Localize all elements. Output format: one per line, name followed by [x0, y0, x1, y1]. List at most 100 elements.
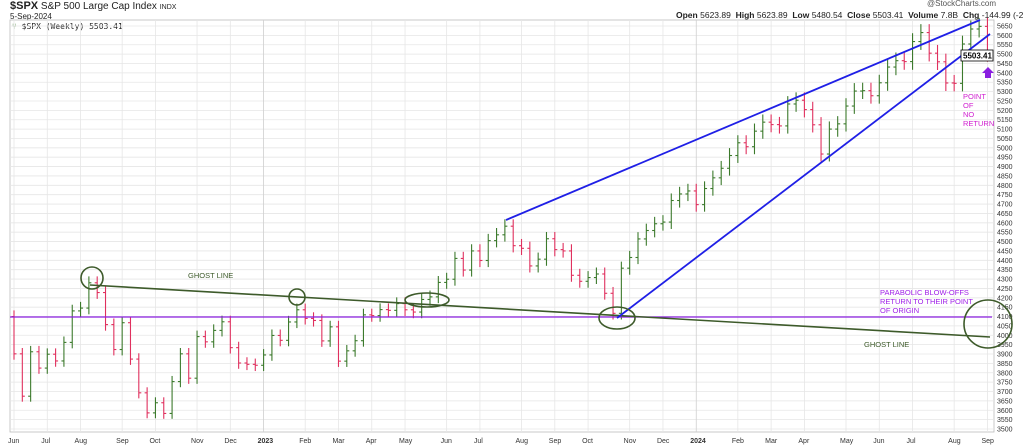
ohlc-bar: [44, 348, 50, 374]
series-legend: ⑂ $SPX (Weekly) 5503.41: [12, 22, 123, 32]
ohlc-bar: [785, 96, 791, 134]
y-tick-label: 3650: [997, 398, 1013, 405]
ohlc-bar: [485, 233, 491, 268]
ohlc-bar: [419, 293, 425, 319]
y-tick-label: 4700: [997, 202, 1013, 209]
ohlc-bar: [768, 114, 774, 133]
ohlc-bar: [710, 170, 716, 196]
ohlc-bar: [219, 315, 225, 337]
ohlc-bar: [494, 228, 500, 248]
ohlc-bar: [835, 116, 841, 137]
ohlc-bar: [968, 20, 974, 53]
ohlc-bar: [826, 121, 832, 162]
y-tick-label: 5000: [997, 145, 1013, 152]
ohlc-bar: [352, 334, 358, 357]
highlight-circle: [80, 266, 104, 290]
y-tick-label: 4400: [997, 258, 1013, 265]
ohlc-bar: [926, 24, 932, 62]
ohlc-bar: [702, 181, 708, 212]
ghost-line-label: GHOST LINE: [188, 271, 233, 280]
ohlc-bar: [86, 276, 92, 315]
ohlc-bar: [177, 347, 183, 388]
ohlc-bar: [369, 308, 375, 322]
ohlc-bar: [311, 312, 317, 327]
ohlc-bar: [627, 250, 633, 275]
ohlc-bar: [652, 216, 658, 238]
y-tick-label: 4450: [997, 248, 1013, 255]
y-tick-label: 5450: [997, 61, 1013, 68]
x-tick-label: Feb: [732, 438, 744, 445]
ghost-line-label: GHOST LINE: [864, 340, 909, 349]
ghost-trendline: [89, 284, 991, 338]
ohlc-bar: [28, 345, 34, 402]
x-tick-label: Feb: [299, 438, 311, 445]
x-tick-label: Sep: [549, 438, 562, 445]
parabolic-note: PARABOLIC BLOW-OFFS: [880, 288, 969, 297]
x-tick-label: Jun: [441, 438, 452, 445]
ohlc-bar: [535, 252, 541, 273]
ohlc-bar: [860, 82, 866, 99]
highlight-ellipse: [598, 306, 636, 330]
ohlc-bar: [186, 347, 192, 384]
x-tick-label: Jun: [873, 438, 884, 445]
y-tick-label: 3800: [997, 370, 1013, 377]
ohlc-bar: [851, 83, 857, 114]
y-tick-label: 3700: [997, 389, 1013, 396]
ohlc-legend-icon: ⑂: [12, 22, 17, 31]
ohlc-bar: [693, 183, 699, 212]
y-tick-label: 4950: [997, 155, 1013, 162]
y-tick-label: 4850: [997, 173, 1013, 180]
grid: [10, 20, 994, 432]
ohlc-bar: [910, 33, 916, 70]
x-tick-label: 2023: [258, 438, 274, 445]
y-tick-label: 5300: [997, 89, 1013, 96]
x-tick-label: Nov: [624, 438, 637, 445]
y-tick-label: 4050: [997, 323, 1013, 330]
ohlc-bar: [552, 231, 558, 257]
ohlc-bar: [593, 267, 599, 285]
ohlc-bar: [169, 375, 175, 419]
y-tick-label: 3550: [997, 417, 1013, 424]
ohlc-bar: [344, 344, 350, 367]
no-return-note: POINT: [963, 92, 986, 101]
axes: 3500 3550 3600 3650 3700 3750 3800 3850 3900 3950…: [8, 24, 1013, 446]
x-tick-label: Mar: [332, 438, 345, 445]
ohlc-bar: [152, 397, 158, 419]
chart-date: 5-Sep-2024: [10, 12, 52, 21]
ohlc-bar: [602, 267, 608, 300]
ohlc-bar: [460, 251, 466, 277]
parabolic-note: RETURN TO THEIR POINT: [880, 297, 973, 306]
ohlc-bar: [477, 244, 483, 268]
ohlc-bar: [502, 219, 508, 242]
y-tick-label: 5150: [997, 117, 1013, 124]
y-tick-label: 5350: [997, 80, 1013, 87]
ohlc-bar: [136, 353, 142, 399]
ohlc-bar: [801, 92, 807, 118]
ohlc-bar: [202, 330, 208, 348]
no-return-note: OF: [963, 101, 974, 110]
ohlc-bar: [61, 336, 67, 367]
ohlc-bar: [643, 223, 649, 246]
y-tick-label: 5200: [997, 108, 1013, 115]
ohlc-bar: [327, 320, 333, 347]
ohlc-bar: [294, 303, 300, 329]
y-tick-label: 3750: [997, 380, 1013, 387]
ohlc-bar: [111, 318, 117, 356]
y-tick-label: 5050: [997, 136, 1013, 143]
x-tick-label: Sep: [981, 438, 994, 445]
ohlc-bar: [236, 341, 242, 369]
ohlc-bar: [19, 347, 25, 402]
x-tick-label: Apr: [366, 438, 378, 445]
y-tick-label: 5650: [997, 24, 1013, 31]
ohlc-bar: [868, 82, 874, 104]
ohlc-bar: [252, 358, 258, 372]
symbol: $SPX: [10, 0, 39, 12]
exchange: INDX: [159, 4, 177, 11]
x-tick-label: Mar: [765, 438, 778, 445]
ohlc-bar: [560, 242, 566, 258]
ohlc-bar: [211, 324, 217, 348]
ohlc-bar: [335, 320, 341, 367]
ohlc-bar: [718, 160, 724, 186]
y-tick-label: 4500: [997, 239, 1013, 246]
x-tick-label: Jun: [8, 438, 19, 445]
